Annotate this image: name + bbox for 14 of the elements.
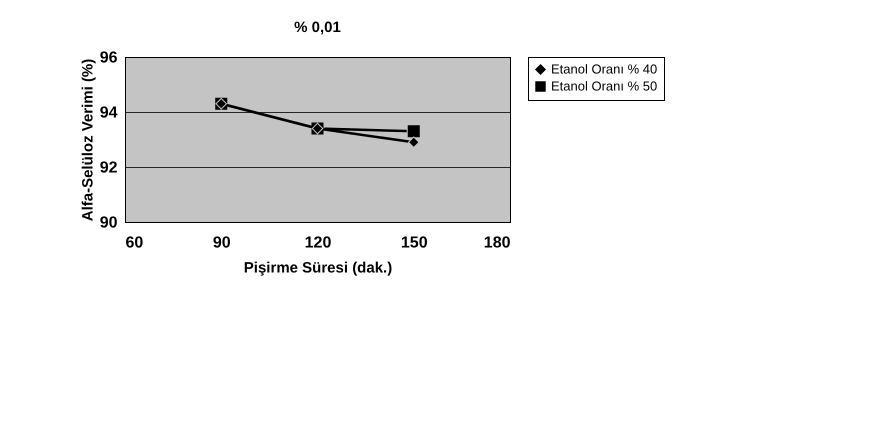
y-tick-label: 92	[100, 160, 118, 176]
x-tick-label: 120	[304, 234, 332, 252]
x-tick-label: 150	[400, 234, 428, 252]
legend-label: Etanol Oranı % 50	[551, 78, 658, 94]
y-axis-title: Alfa-Selüloz Verimi (%)	[80, 58, 97, 222]
legend-label: Etanol Oranı % 40	[551, 62, 658, 76]
x-axis-title: Pişirme Süresi (dak.)	[244, 260, 392, 276]
x-tick-label: 180	[484, 234, 511, 252]
y-tick-label: 90	[100, 214, 118, 232]
y-tick-label: 96	[100, 50, 118, 66]
x-tick-label: 90	[212, 234, 231, 252]
y-tick-label: 94	[100, 104, 118, 122]
x-tick-label: 60	[126, 234, 144, 252]
chart-title: % 0,01	[294, 19, 341, 36]
